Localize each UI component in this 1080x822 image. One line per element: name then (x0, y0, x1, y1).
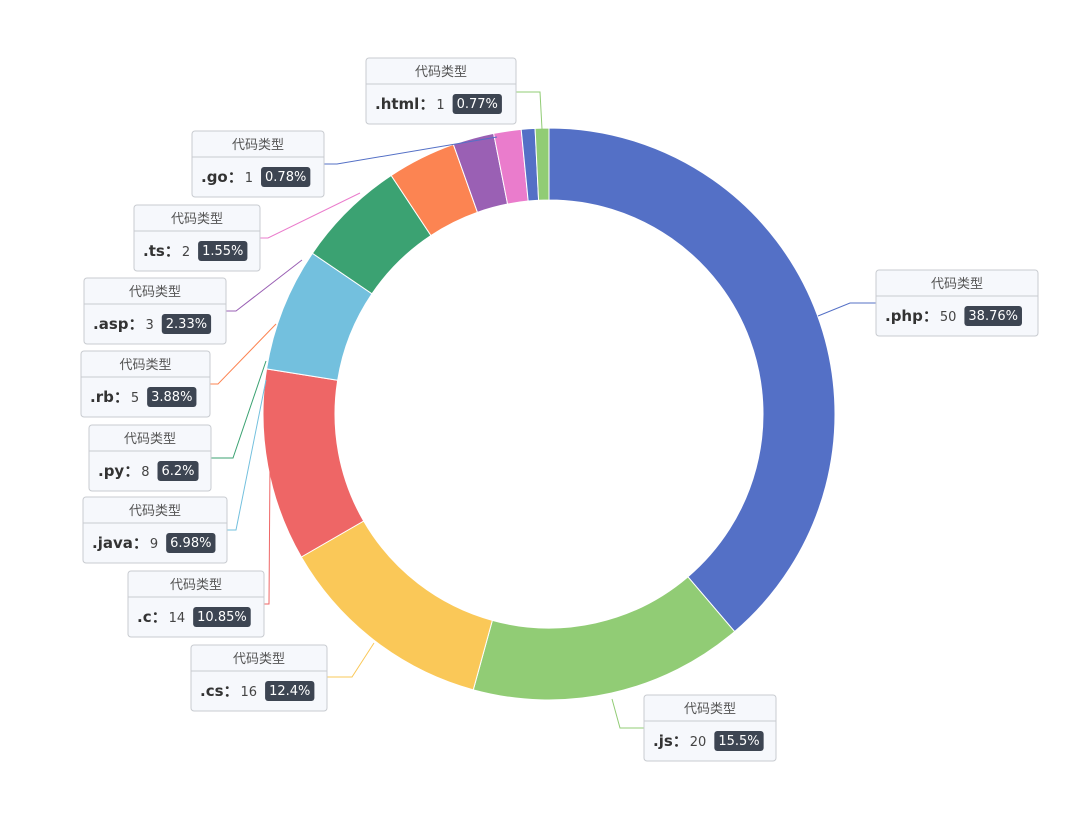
label-percent: 6.2% (162, 464, 195, 479)
label-percent-badge (964, 306, 1022, 326)
slice-js[interactable] (472, 576, 736, 701)
label-value: 3 (146, 318, 154, 333)
label-value: 1 (245, 171, 253, 186)
label-category: .ts： (143, 242, 180, 260)
label-percent: 1.55% (202, 244, 243, 259)
label-value: 2 (182, 245, 190, 260)
label-category: .asp： (93, 315, 144, 333)
label-value: 14 (169, 611, 186, 626)
leader-line-cs (327, 642, 375, 678)
label-category: .go： (201, 168, 243, 186)
label-percent: 12.4% (269, 684, 310, 699)
label-percent: 15.5% (718, 734, 759, 749)
label-series-name: 代码类型 (119, 358, 171, 373)
label-percent-badge (161, 314, 212, 334)
label-percent-badge (265, 681, 315, 701)
label-box-php: 代码类型 .php： 50 38.76% (875, 269, 1039, 337)
leader-lines (210, 91, 876, 729)
label-percent-badge (261, 167, 311, 187)
label-box-cs: 代码类型 .cs： 16 12.4% (190, 644, 328, 712)
slice-labels: 代码类型 .php： 50 38.76% 代码类型 .js： 20 15.5% 代码类型 .cs：… (80, 57, 1039, 762)
label-series-name: 代码类型 (129, 285, 181, 300)
label-value: 8 (141, 465, 149, 480)
leader-line-c (264, 462, 271, 605)
leader-line-rb (210, 323, 277, 385)
slice-cs[interactable] (300, 520, 493, 691)
label-value: 16 (241, 685, 258, 700)
label-value: 1 (436, 98, 444, 113)
label-percent-badge (157, 461, 199, 481)
label-percent-badge (166, 533, 216, 553)
label-category: .java： (92, 534, 148, 552)
label-percent: 10.85% (197, 610, 247, 625)
label-category: .php： (885, 307, 938, 325)
label-box-py: 代码类型 .py： 8 6.2% (88, 424, 212, 492)
leader-line-asp (226, 259, 303, 312)
label-box-html: 代码类型 .html： 1 0.77% (365, 57, 517, 125)
label-value: 50 (940, 310, 957, 325)
label-category: .py： (98, 462, 139, 480)
label-percent: 3.88% (151, 390, 192, 405)
label-percent-badge (193, 607, 251, 627)
label-percent: 0.78% (265, 170, 306, 185)
label-series-name: 代码类型 (684, 702, 736, 717)
label-series-name: 代码类型 (171, 212, 223, 227)
label-percent: 6.98% (170, 536, 211, 551)
leader-line-py (211, 360, 267, 459)
label-percent: 2.33% (166, 317, 207, 332)
label-category: .c： (137, 608, 167, 626)
label-category: .js： (653, 732, 688, 750)
label-box-rb: 代码类型 .rb： 5 3.88% (80, 350, 211, 418)
leader-line-js (611, 698, 644, 729)
slice-html[interactable] (534, 127, 550, 201)
leader-line-ts (260, 192, 361, 239)
donut-slices (262, 127, 836, 701)
label-category: .rb： (90, 388, 129, 406)
label-box-go: 代码类型 .go： 1 0.78% (191, 130, 325, 198)
label-percent: 38.76% (968, 309, 1018, 324)
label-percent-badge (714, 731, 764, 751)
leader-line-php (817, 302, 876, 317)
label-percent-badge (452, 94, 502, 114)
label-box-js: 代码类型 .js： 20 15.5% (643, 694, 777, 762)
label-value: 5 (131, 391, 139, 406)
label-percent: 0.77% (457, 97, 498, 112)
label-box-ts: 代码类型 .ts： 2 1.55% (133, 204, 261, 272)
leader-line-html (516, 91, 543, 130)
label-series-name: 代码类型 (415, 65, 467, 80)
label-category: .cs： (200, 682, 239, 700)
label-series-name: 代码类型 (170, 578, 222, 593)
label-series-name: 代码类型 (124, 432, 176, 447)
label-percent-badge (147, 387, 197, 407)
label-value: 9 (150, 537, 158, 552)
label-series-name: 代码类型 (233, 652, 285, 667)
label-percent-badge (198, 241, 248, 261)
leader-line-go (324, 136, 498, 165)
label-series-name: 代码类型 (931, 277, 983, 292)
label-series-name: 代码类型 (129, 504, 181, 519)
label-box-java: 代码类型 .java： 9 6.98% (82, 496, 228, 564)
label-box-c: 代码类型.c： 14 10.85% (127, 570, 265, 638)
slice-php[interactable] (548, 127, 836, 633)
label-series-name: 代码类型 (232, 138, 284, 153)
label-category: .html： (375, 95, 434, 113)
label-value: 20 (690, 735, 707, 750)
slice-c[interactable] (262, 368, 365, 558)
leader-line-java (227, 379, 267, 531)
label-box-asp: 代码类型 .asp： 3 2.33% (83, 277, 227, 345)
